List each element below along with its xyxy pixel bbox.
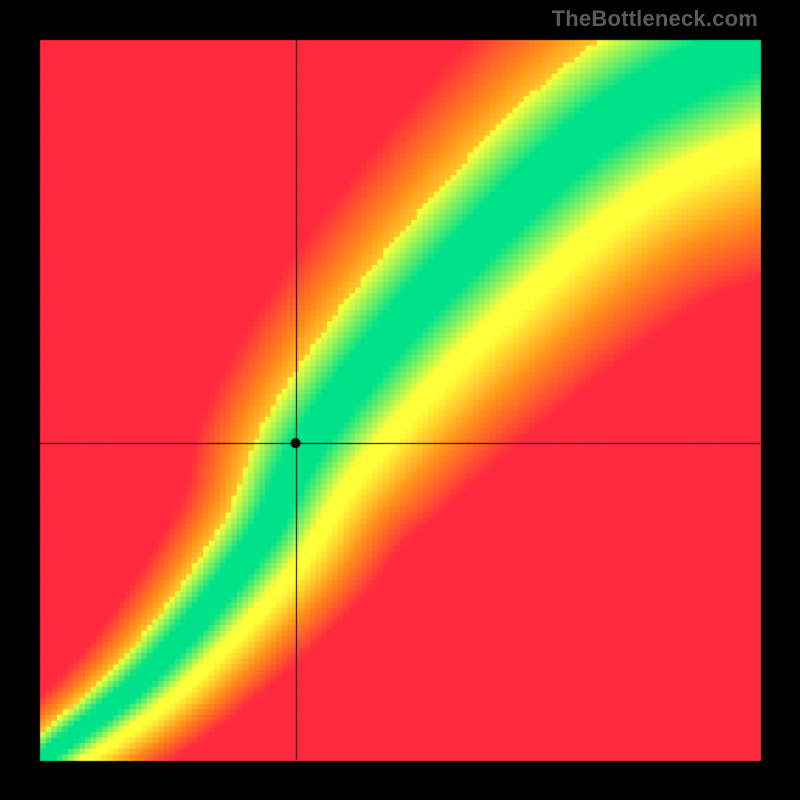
attribution-label: TheBottleneck.com [552, 6, 758, 32]
bottleneck-heatmap [0, 0, 800, 800]
